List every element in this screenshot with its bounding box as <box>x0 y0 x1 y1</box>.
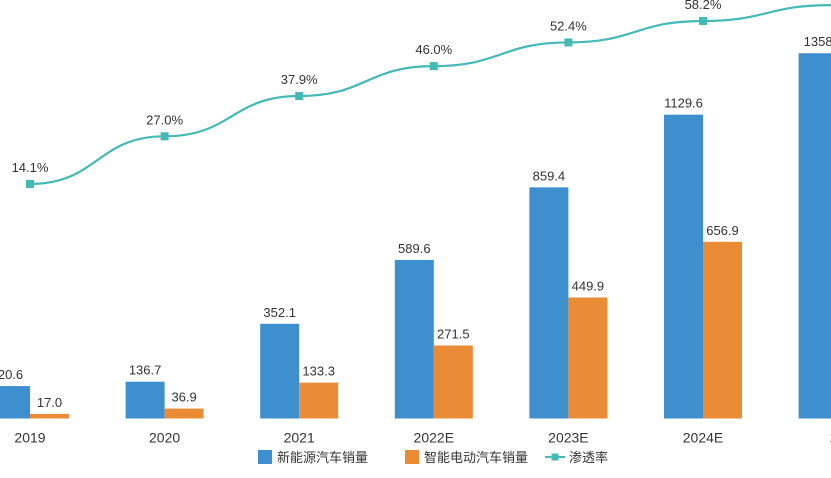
x-tick-2023e: 2023E <box>548 430 588 446</box>
data-label-penetration-2020: 27.0% <box>146 112 183 127</box>
legend-label-nev-sales: 新能源汽车销量 <box>277 450 368 466</box>
bar-nev-sales-2021 <box>260 323 300 419</box>
legend-label-smart-ev-sales: 智能电动汽车销量 <box>424 450 528 466</box>
data-label-nev-sales-2021: 352.1 <box>263 305 296 320</box>
marker-penetration-2022e <box>429 62 438 71</box>
bar-nev-sales-2019 <box>0 386 30 419</box>
data-label-smart-ev-sales-2021: 133.3 <box>302 364 335 379</box>
bar-nev-sales-2023e <box>529 187 569 419</box>
data-label-nev-sales-2024e: 1129.6 <box>664 96 703 111</box>
data-label-nev-sales-2019: 20.6 <box>0 367 23 382</box>
bar-smart-ev-sales-2023e <box>568 297 608 419</box>
x-axis: 2019 2020 2021 2022E 2023E 2024E 20 <box>14 430 831 446</box>
bar-smart-ev-sales-2024e <box>703 241 742 419</box>
data-label-nev-sales-2023e: 859.4 <box>533 168 566 183</box>
legend-swatch-nev-sales <box>258 450 272 464</box>
data-label-nev-sales-2020: 136.7 <box>129 363 162 378</box>
data-label-smart-ev-sales-2022e: 271.5 <box>437 326 470 341</box>
legend-swatch-smart-ev-sales <box>405 450 419 464</box>
marker-penetration-2024e <box>699 17 707 25</box>
data-label-penetration-2023e: 52.4% <box>550 18 587 33</box>
bar-nev-sales-2022e <box>394 259 434 419</box>
labels-layer: 20.6 17.0 136.7 36.9 352.1 133.3 589.6 271.5 859… <box>0 0 831 410</box>
data-label-penetration-2024e: 58.2% <box>685 0 722 12</box>
legend-label-penetration: 渗透率 <box>569 450 608 466</box>
marker-penetration-2023e <box>564 38 573 47</box>
bar-nev-sales-2020 <box>125 381 165 419</box>
data-label-smart-ev-sales-2023e: 449.9 <box>572 278 605 293</box>
line-penetration-rate <box>29 4 831 186</box>
marker-penetration-2019 <box>26 180 34 188</box>
x-tick-20: 20 <box>830 430 831 446</box>
bar-smart-ev-sales-2020 <box>164 408 204 419</box>
data-label-penetration-2021: 37.9% <box>281 72 318 87</box>
x-tick-2021: 2021 <box>284 430 315 446</box>
data-label-nev-sales-2022e: 589.6 <box>398 241 431 256</box>
legend-swatch-penetration-marker <box>551 453 559 461</box>
data-label-smart-ev-sales-2019: 17.0 <box>37 395 62 410</box>
line-layer <box>26 4 831 188</box>
bar-nev-sales-2024e <box>664 114 703 419</box>
x-tick-2019: 2019 <box>14 430 45 446</box>
data-label-nev-sales-20: 1358 <box>804 34 831 49</box>
legend: 新能源汽车销量 智能电动汽车销量 渗透率 <box>258 450 608 466</box>
x-tick-2020: 2020 <box>149 430 180 446</box>
data-label-penetration-2019: 14.1% <box>12 160 49 175</box>
marker-penetration-2020 <box>160 132 169 141</box>
bar-smart-ev-sales-2019 <box>30 413 69 419</box>
bar-nev-sales-20 <box>798 53 831 419</box>
data-label-smart-ev-sales-2020: 36.9 <box>171 390 196 405</box>
x-tick-2024e: 2024E <box>683 430 723 446</box>
marker-penetration-2021 <box>295 92 304 101</box>
bar-smart-ev-sales-2021 <box>299 382 339 419</box>
bar-smart-ev-sales-2022e <box>433 345 473 419</box>
data-label-penetration-2022e: 46.0% <box>415 42 452 57</box>
x-tick-2022e: 2022E <box>414 430 454 446</box>
data-label-smart-ev-sales-2024e: 656.9 <box>706 223 739 238</box>
bars-layer <box>0 53 831 419</box>
